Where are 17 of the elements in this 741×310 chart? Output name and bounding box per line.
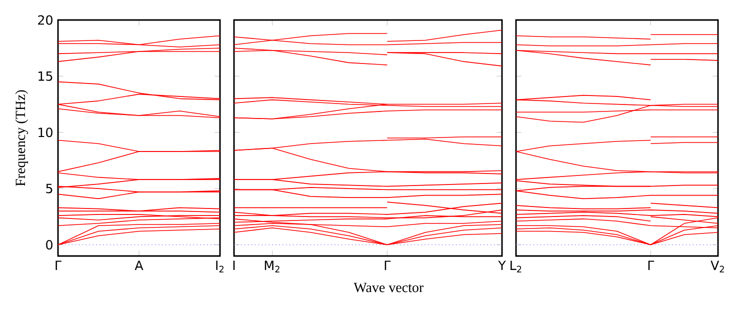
x-tick-label: I$_{2}$ — [216, 260, 224, 272]
x-axis-title: Wave vector — [354, 282, 424, 292]
y-tick-label: 10 — [38, 128, 52, 138]
x-tick-label: M$_{2}$ — [264, 260, 280, 272]
x-tick-label: V$_{2}$ — [710, 260, 724, 272]
x-tick-label: Y — [498, 260, 506, 270]
x-tick-label: A — [134, 260, 144, 270]
x-tick-label: L$_{2}$ — [510, 260, 522, 272]
y-axis-title: Frequency (THz) — [15, 90, 28, 186]
y-tick-label: 20 — [38, 15, 52, 25]
y-tick-label: 5 — [46, 184, 52, 194]
x-tick-label: Γ — [384, 260, 391, 270]
y-tick-label: 0 — [46, 240, 52, 250]
x-tick-label: I — [233, 260, 235, 270]
y-tick-label: 15 — [38, 71, 52, 81]
x-tick-label: Γ — [56, 260, 62, 270]
x-tick-label: Γ — [648, 260, 654, 270]
